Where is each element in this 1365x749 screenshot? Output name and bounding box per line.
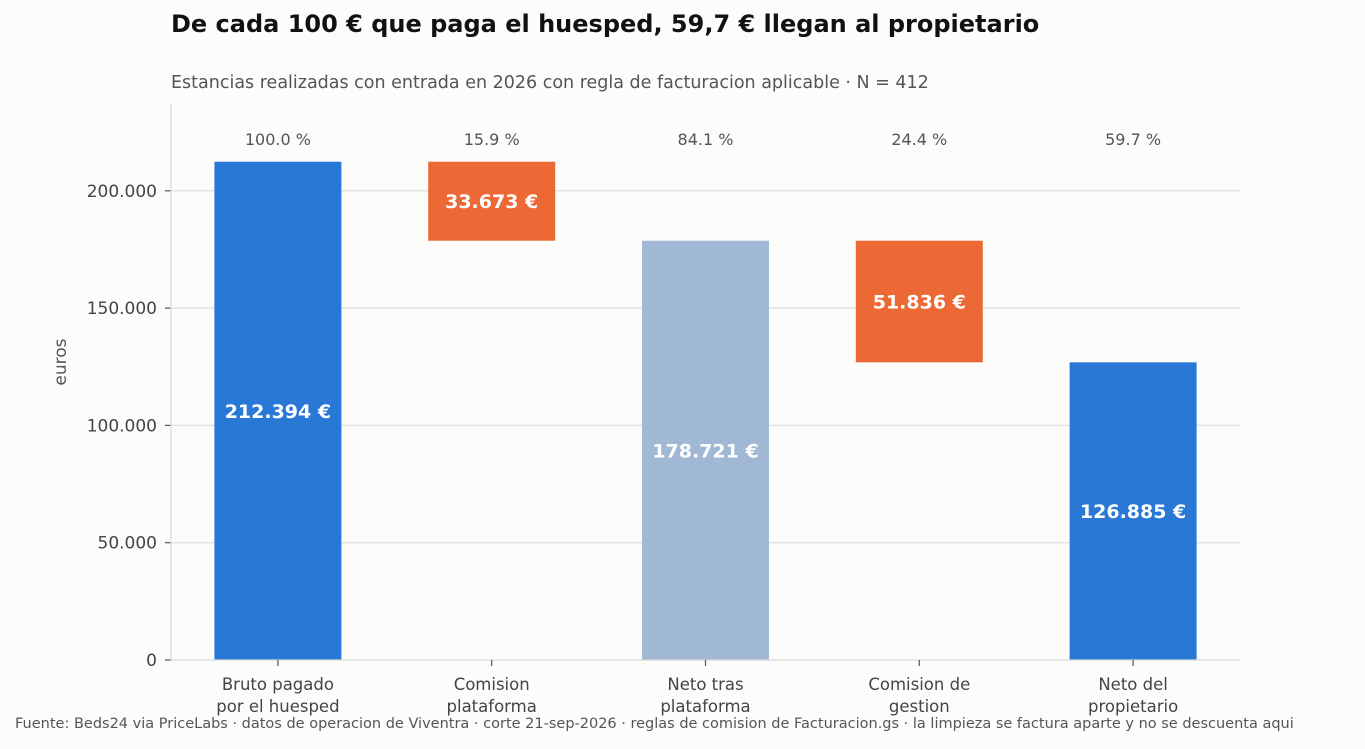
y-tick-label: 50.000 xyxy=(98,534,157,554)
bar-value-label: 126.885 € xyxy=(1080,501,1186,523)
axes: 0 50.000 100.000 150.000 200.000 euros Bruto p… xyxy=(51,104,1240,716)
source-note: Fuente: Beds24 via PriceLabs · datos de … xyxy=(15,716,1294,732)
x-tick-label: Comision xyxy=(454,675,530,694)
bar-value-label: 178.721 € xyxy=(652,440,758,462)
x-tick-label: por el huesped xyxy=(216,697,339,716)
chart-title: De cada 100 € que paga el huesped, 59,7 … xyxy=(171,10,1040,38)
bar-value-label: 33.673 € xyxy=(445,191,538,213)
bar-pct-label: 100.0 % xyxy=(245,130,311,149)
bar-3 xyxy=(642,240,769,660)
chart-subtitle: Estancias realizadas con entrada en 2026… xyxy=(171,73,929,93)
x-tick-label: Neto del xyxy=(1098,675,1168,694)
bar-1 xyxy=(214,161,342,660)
y-tick-label: 100.000 xyxy=(87,416,157,436)
x-tick-label: plataforma xyxy=(660,697,750,716)
x-tick-label: propietario xyxy=(1088,697,1178,716)
bar-2 xyxy=(428,161,556,241)
x-tick-label: Bruto pagado xyxy=(222,675,334,694)
bar-pct-label: 84.1 % xyxy=(678,130,734,149)
x-tick-label: Neto tras xyxy=(667,675,743,694)
x-tick-label: plataforma xyxy=(447,697,537,716)
x-tick-label: gestion xyxy=(889,697,950,716)
y-tick-label: 150.000 xyxy=(87,299,157,319)
bar-pct-label: 24.4 % xyxy=(891,130,947,149)
bar-value-label: 51.836 € xyxy=(873,292,966,314)
y-tick-label: 0 xyxy=(146,651,157,671)
bar-pct-label: 15.9 % xyxy=(464,130,520,149)
x-tick-label: Comision de xyxy=(868,675,970,694)
bar-4 xyxy=(855,240,983,363)
y-tick-label: 200.000 xyxy=(87,182,157,202)
labels: 212.394 € 100.0 % 33.673 € 15.9 % 178.721 € 8… xyxy=(225,130,1187,523)
bar-value-label: 212.394 € xyxy=(225,401,331,423)
bar-5 xyxy=(1069,362,1197,660)
bars xyxy=(214,161,1197,660)
bar-pct-label: 59.7 % xyxy=(1105,130,1161,149)
y-axis-label: euros xyxy=(51,338,71,385)
